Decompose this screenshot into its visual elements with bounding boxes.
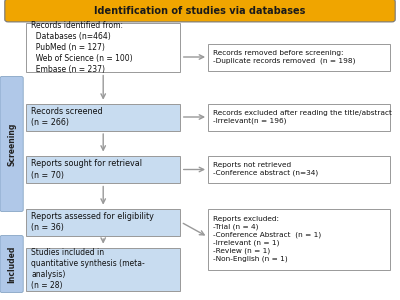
- Text: Reports sought for retrieval
(n = 70): Reports sought for retrieval (n = 70): [31, 159, 142, 179]
- Text: Included: Included: [7, 245, 16, 283]
- FancyBboxPatch shape: [26, 22, 180, 72]
- Text: Reports excluded:
-Trial (n = 4)
-Conference Abstract  (n = 1)
-Irrelevant (n = : Reports excluded: -Trial (n = 4) -Confer…: [213, 216, 322, 262]
- FancyBboxPatch shape: [26, 103, 180, 130]
- Text: Identification of studies via databases: Identification of studies via databases: [94, 5, 306, 16]
- FancyBboxPatch shape: [26, 156, 180, 183]
- Text: Records identified from:
  Databases (n=464)
  PubMed (n = 127)
  Web of Science: Records identified from: Databases (n=46…: [31, 20, 133, 74]
- FancyBboxPatch shape: [208, 208, 390, 270]
- FancyBboxPatch shape: [208, 103, 390, 130]
- FancyBboxPatch shape: [5, 0, 395, 22]
- Text: Studies included in
quantitative synthesis (meta-
analysis)
(n = 28): Studies included in quantitative synthes…: [31, 248, 145, 290]
- Text: Reports assessed for eligibility
(n = 36): Reports assessed for eligibility (n = 36…: [31, 212, 154, 232]
- Text: Records screened
(n = 266): Records screened (n = 266): [31, 107, 103, 127]
- Text: Screening: Screening: [7, 122, 16, 166]
- Text: Reports not retrieved
-Conference abstract (n=34): Reports not retrieved -Conference abstra…: [213, 163, 318, 176]
- Text: Records removed before screening:
-Duplicate records removed  (n = 198): Records removed before screening: -Dupli…: [213, 50, 356, 64]
- FancyBboxPatch shape: [0, 236, 23, 292]
- Text: Records excluded after reading the title/abstract
-Irrelevant(n = 196): Records excluded after reading the title…: [213, 110, 392, 124]
- FancyBboxPatch shape: [208, 156, 390, 183]
- FancyBboxPatch shape: [26, 248, 180, 291]
- FancyBboxPatch shape: [0, 76, 23, 212]
- FancyBboxPatch shape: [208, 44, 390, 70]
- FancyBboxPatch shape: [26, 208, 180, 236]
